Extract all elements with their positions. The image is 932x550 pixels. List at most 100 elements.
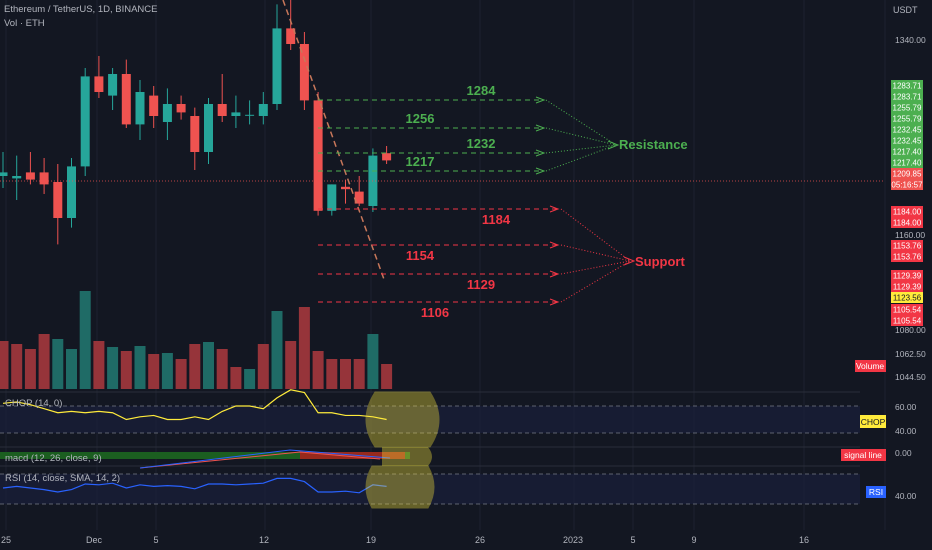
highlight-chop — [365, 391, 440, 448]
time-tick: 16 — [799, 535, 809, 545]
candle-body — [108, 74, 118, 96]
candle-body — [204, 104, 213, 152]
support-dotted-connector — [560, 208, 631, 262]
support-arrowhead — [549, 205, 560, 213]
candle-body — [176, 104, 186, 113]
price-axis[interactable]: 1340.00 1160.00 1080.00 1062.50 1044.50 1283.… — [855, 35, 926, 382]
volume-legend[interactable]: Vol · ETH — [4, 18, 45, 29]
macd-tick: 0.00 — [895, 448, 912, 458]
price-tag: 1232.45 — [893, 137, 922, 146]
support-arrowhead — [623, 256, 636, 266]
volume-bar — [24, 349, 36, 389]
support-level-label: 1184 — [482, 212, 511, 227]
support-dotted-connector — [560, 260, 631, 275]
price-tag: 05:16:57 — [891, 181, 923, 190]
price-tag-bg — [891, 113, 923, 124]
price-tag: 1217.40 — [893, 159, 922, 168]
price-tag-bg — [891, 304, 923, 315]
price-tag: 1184.00 — [893, 208, 922, 217]
candle-body — [67, 166, 76, 218]
price-tag-bg — [891, 315, 923, 326]
volume-bar — [216, 349, 228, 389]
time-tick: 25 — [1, 535, 11, 545]
chop-tag-bg — [860, 415, 886, 428]
price-tag-bg — [891, 124, 923, 135]
time-axis[interactable]: 25 Dec 5 12 19 26 2023 5 9 16 — [1, 535, 809, 545]
price-tag-bg — [891, 179, 923, 190]
volume-bar — [381, 364, 393, 389]
support-level-label: 1106 — [421, 305, 449, 320]
symbol-title[interactable]: Ethereum / TetherUS, 1D, BINANCE — [4, 4, 158, 15]
resistance-level-label: 1284 — [467, 83, 497, 98]
volume-bar — [340, 359, 351, 389]
candle-body — [121, 74, 131, 125]
price-tag-bg — [891, 292, 923, 303]
price-tick: 1160.00 — [895, 230, 925, 240]
time-tick: Dec — [86, 535, 103, 545]
price-tag-bg — [891, 157, 923, 168]
volume-bar — [79, 291, 91, 389]
price-tag-bg — [891, 135, 923, 146]
support-arrowhead — [549, 270, 560, 278]
price-tag-bg — [891, 251, 923, 262]
price-tag: 1184.00 — [893, 219, 922, 228]
rsi-tag: RSI — [869, 487, 883, 497]
price-tag-bg — [891, 80, 923, 91]
price-tag-bg — [891, 168, 923, 179]
volume-bar — [230, 367, 242, 389]
volume-bar — [189, 344, 201, 389]
candle-body — [135, 92, 145, 125]
price-tag: 1129.39 — [893, 272, 922, 281]
time-tick: 12 — [259, 535, 269, 545]
resistance-arrowhead — [535, 149, 546, 157]
price-tag: 1283.71 — [893, 93, 922, 102]
volume-bar — [353, 359, 365, 389]
price-tag: 1255.79 — [893, 104, 922, 113]
grid-lines — [0, 0, 886, 530]
resistance-dotted-connector — [545, 99, 617, 146]
price-tag: 1209.85 — [893, 170, 922, 179]
volume-bar — [285, 341, 297, 389]
candle-body — [53, 182, 63, 218]
time-tick: 9 — [691, 535, 696, 545]
volume-bar — [244, 369, 256, 389]
price-tag: 1129.39 — [893, 283, 922, 292]
trend-line — [282, 0, 386, 283]
macd-line — [139, 449, 391, 469]
time-tick: 5 — [153, 535, 158, 545]
support-dotted-connector — [560, 244, 631, 262]
candle-body — [39, 172, 49, 185]
price-tick: 1062.50 — [895, 349, 926, 359]
resistance-dotted-connector — [545, 127, 617, 146]
price-tick: 1080.00 — [895, 325, 926, 335]
volume-bar — [38, 334, 50, 389]
price-tag: 1123.56 — [893, 294, 922, 303]
volume-bar — [134, 346, 146, 389]
resistance-arrowhead — [535, 96, 546, 104]
resistance-level-label: 1256 — [406, 111, 435, 126]
volume-bar — [161, 353, 173, 389]
volume-bar — [66, 349, 77, 389]
price-tag-bg — [891, 270, 923, 281]
rsi-tag-bg — [866, 486, 886, 498]
support-level-label: 1129 — [467, 277, 495, 292]
volume-bar — [257, 344, 269, 389]
highlight-rsi — [365, 465, 435, 509]
chop-tick: 60.00 — [895, 402, 917, 412]
price-tag-bg — [891, 91, 923, 102]
candle-body — [12, 176, 22, 179]
macd-signal-line — [139, 451, 381, 469]
volume-bar — [93, 341, 105, 389]
candle-body — [149, 95, 159, 116]
highlight-macd — [382, 447, 432, 466]
rsi-line — [2, 477, 387, 494]
price-tag-bg — [891, 102, 923, 113]
candle-body — [231, 112, 241, 116]
volume-bar — [271, 311, 283, 389]
resistance-arrowhead — [607, 140, 620, 150]
price-tag: 1105.54 — [893, 317, 922, 326]
price-tag-bg — [891, 281, 923, 292]
macd-histogram — [0, 452, 410, 459]
support-annotation: Support — [635, 254, 685, 269]
